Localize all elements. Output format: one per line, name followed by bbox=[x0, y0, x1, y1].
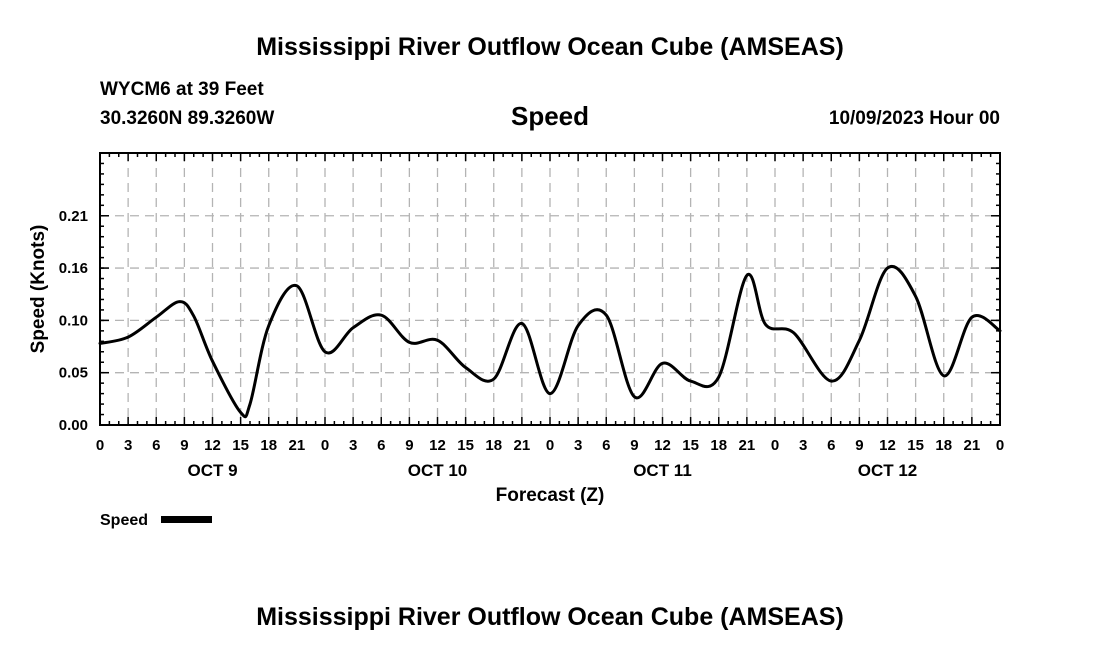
x-tick-label: 12 bbox=[204, 437, 221, 454]
x-tick-label: 18 bbox=[260, 437, 277, 454]
station-label: WYCM6 at 39 Feet bbox=[100, 79, 264, 100]
x-tick-label: 21 bbox=[739, 437, 756, 454]
x-tick-label: 6 bbox=[602, 437, 610, 454]
x-tick-label: 18 bbox=[935, 437, 952, 454]
grid-layer bbox=[100, 153, 1000, 425]
x-tick-label: 3 bbox=[799, 437, 807, 454]
x-tick-label: 0 bbox=[546, 437, 554, 454]
x-tick-label: 0 bbox=[96, 437, 104, 454]
x-tick-label: 18 bbox=[710, 437, 727, 454]
x-tick-label: 3 bbox=[349, 437, 357, 454]
x-tick-label: 21 bbox=[289, 437, 306, 454]
series-line-speed bbox=[98, 264, 1002, 419]
chart-title: Mississippi River Outflow Ocean Cube (AM… bbox=[256, 33, 844, 61]
x-tick-label: 3 bbox=[574, 437, 582, 454]
date-label: 10/09/2023 Hour 00 bbox=[829, 108, 1000, 129]
day-label: OCT 9 bbox=[187, 461, 237, 480]
y-tick-label: 0.10 bbox=[59, 312, 88, 329]
y-tick-label: 0.21 bbox=[59, 208, 88, 225]
y-tick-label: 0.05 bbox=[59, 365, 88, 382]
y-tick-label: 0.16 bbox=[59, 260, 88, 277]
legend: Speed bbox=[100, 512, 212, 529]
legend-swatch bbox=[161, 516, 212, 523]
x-tick-label: 15 bbox=[457, 437, 474, 454]
x-tick-label: 15 bbox=[907, 437, 924, 454]
x-tick-label: 0 bbox=[771, 437, 779, 454]
x-tick-label: 6 bbox=[827, 437, 835, 454]
x-tick-label: 9 bbox=[630, 437, 638, 454]
chart-subtitle: Speed bbox=[511, 101, 589, 131]
day-label: OCT 12 bbox=[858, 461, 918, 480]
x-tick-label: 21 bbox=[514, 437, 531, 454]
x-tick-label: 6 bbox=[377, 437, 385, 454]
x-tick-label: 21 bbox=[964, 437, 981, 454]
x-tick-label: 12 bbox=[654, 437, 671, 454]
x-tick-label: 18 bbox=[485, 437, 502, 454]
x-tick-label: 9 bbox=[180, 437, 188, 454]
x-tick-label: 6 bbox=[152, 437, 160, 454]
footer-title: Mississippi River Outflow Ocean Cube (AM… bbox=[256, 603, 844, 631]
x-tick-label: 12 bbox=[429, 437, 446, 454]
legend-label: Speed bbox=[100, 512, 148, 529]
x-tick-label: 9 bbox=[405, 437, 413, 454]
x-tick-label: 12 bbox=[879, 437, 896, 454]
y-tick-label: 0.00 bbox=[59, 417, 88, 434]
day-label: OCT 11 bbox=[633, 461, 692, 480]
x-tick-label: 0 bbox=[996, 437, 1004, 454]
x-tick-label: 0 bbox=[321, 437, 329, 454]
x-tick-label: 3 bbox=[124, 437, 132, 454]
x-tick-label: 15 bbox=[682, 437, 699, 454]
y-axis-label: Speed (Knots) bbox=[28, 225, 49, 354]
x-tick-label: 15 bbox=[232, 437, 249, 454]
x-tick-label: 9 bbox=[855, 437, 863, 454]
day-label: OCT 10 bbox=[408, 461, 468, 480]
plot-layer bbox=[98, 264, 1002, 419]
x-axis-label: Forecast (Z) bbox=[496, 485, 605, 506]
axis-layer: 0 3 6 9 12 15 18 21 0 3 6 9 12 15 18 21 0 3 6 9 12 15 18 21 0 3 6 9… bbox=[59, 153, 1004, 480]
location-label: 30.3260N 89.3260W bbox=[100, 108, 274, 129]
